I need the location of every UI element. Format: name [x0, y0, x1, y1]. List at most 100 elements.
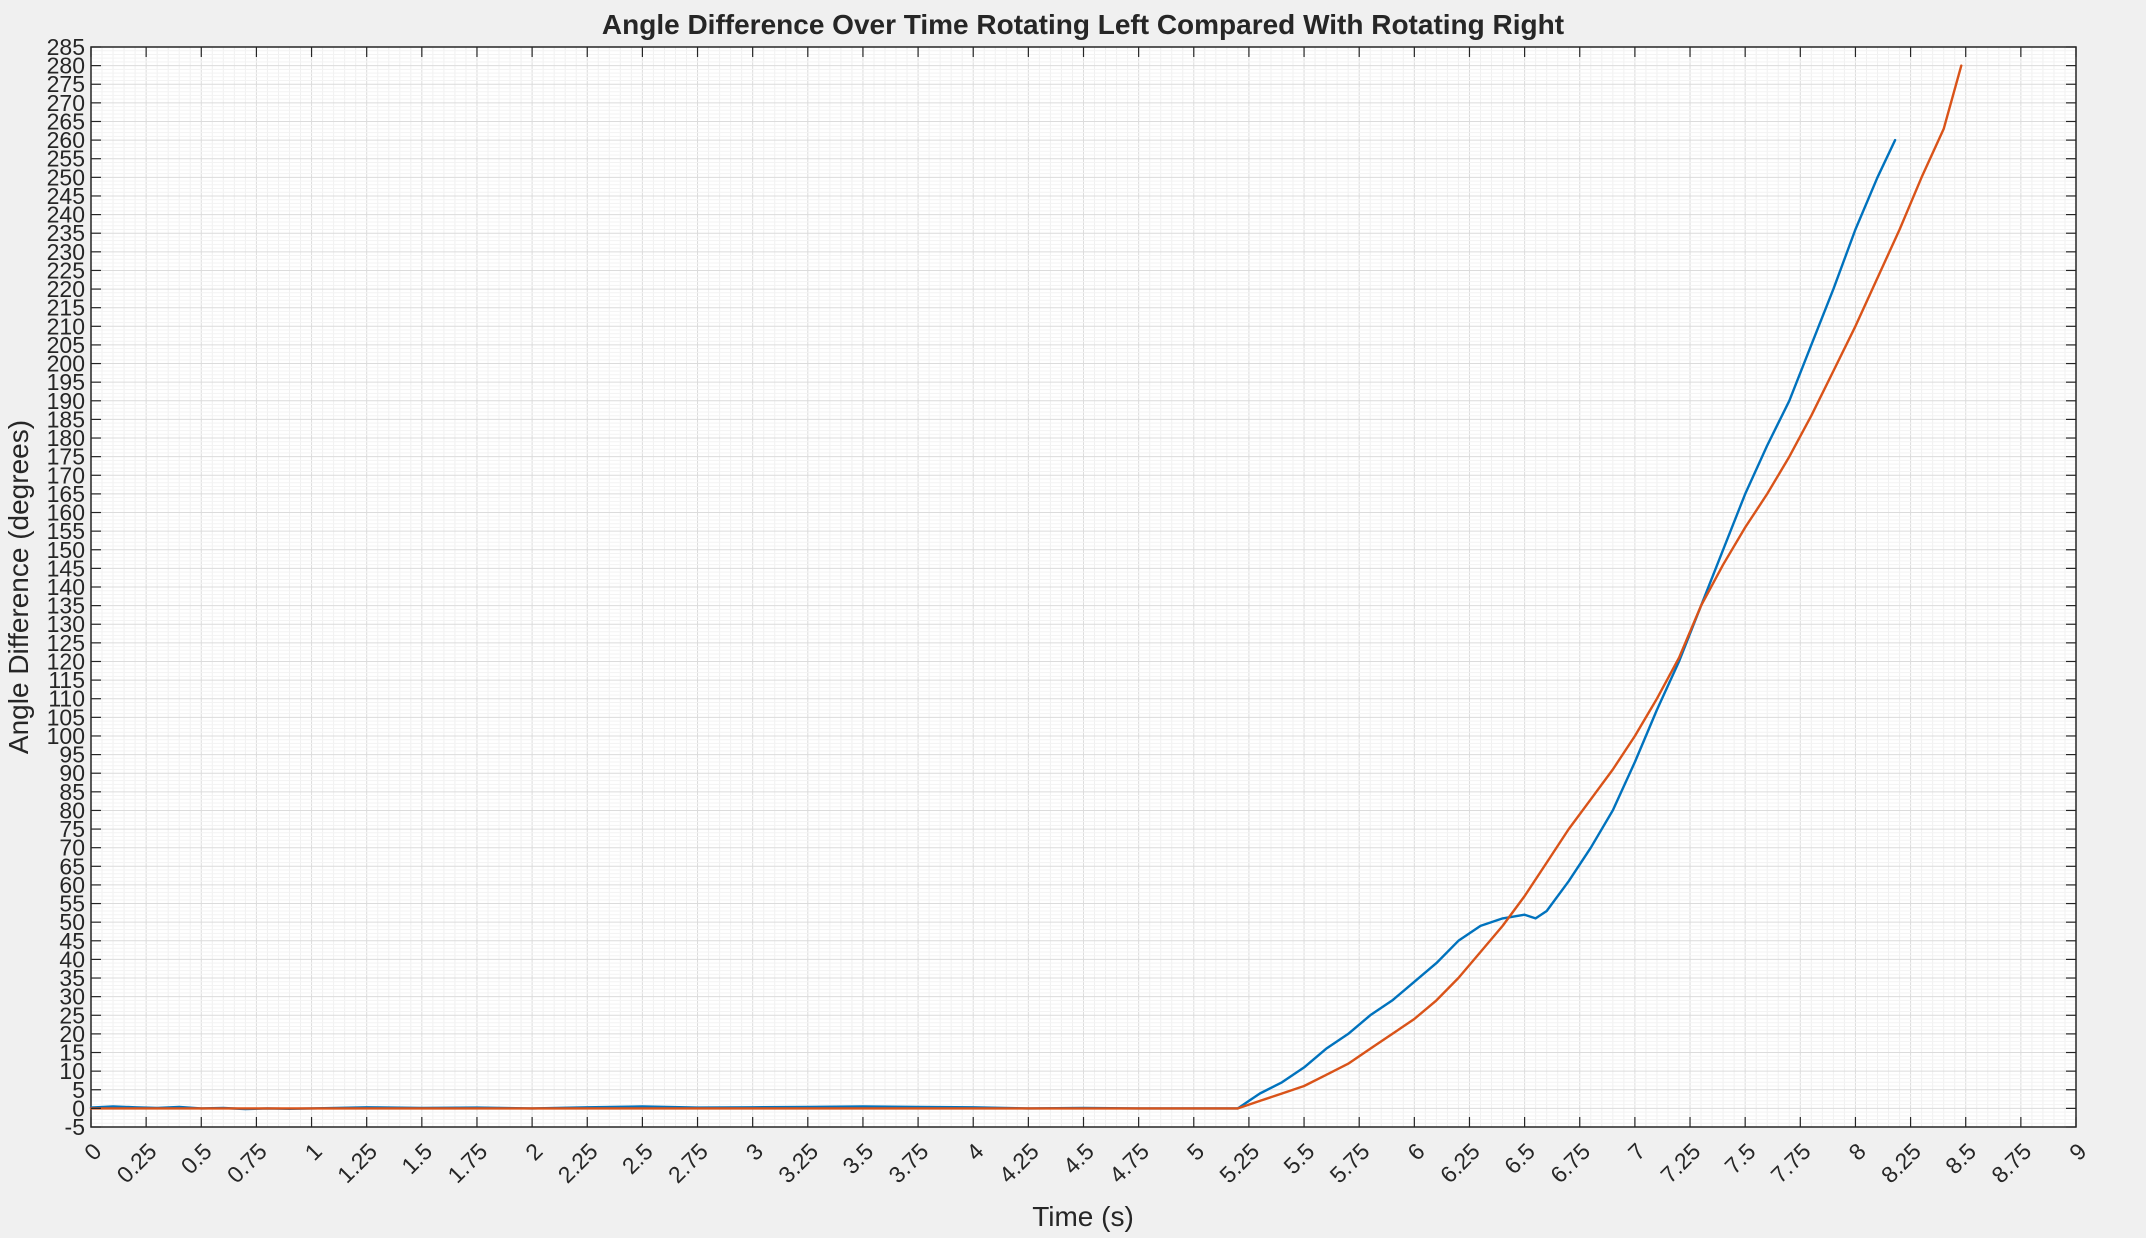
y-tick-label: 250: [47, 164, 85, 190]
x-tick-label: 3.5: [837, 1138, 878, 1179]
series-1-point: [1480, 925, 1482, 927]
series-1-point: [1546, 910, 1548, 912]
series-2-point: [1744, 527, 1746, 529]
series-1-point: [1811, 344, 1813, 346]
y-tick-label: 260: [47, 127, 85, 153]
series-2-point: [1833, 370, 1835, 372]
x-tick-label: 4.5: [1058, 1138, 1099, 1179]
x-tick-label: 0: [79, 1138, 106, 1165]
series-2-point: [1678, 657, 1680, 659]
series-1-point: [1833, 288, 1835, 290]
y-tick-label: 10: [59, 1058, 85, 1084]
x-tick-label: 8.5: [1940, 1138, 1981, 1179]
y-tick-label: 90: [59, 760, 85, 786]
series-1-point: [1436, 962, 1438, 964]
x-tick-label: 3.25: [773, 1138, 823, 1188]
x-tick-label: 6.5: [1499, 1138, 1540, 1179]
series-2-point: [421, 1108, 423, 1110]
series-2-point: [1259, 1100, 1261, 1102]
series-1-point: [1414, 981, 1416, 983]
series-1-point: [1248, 1100, 1250, 1102]
series-2-point: [1612, 769, 1614, 771]
series-2-point: [476, 1108, 478, 1110]
series-2-point: [862, 1108, 864, 1110]
x-axis-label: Time (s): [1032, 1201, 1134, 1232]
series-1-point: [1722, 549, 1724, 551]
y-tick-label: 25: [59, 1002, 85, 1028]
y-tick-label: 160: [47, 500, 85, 526]
series-2-point: [1303, 1085, 1305, 1087]
y-tick-label: 205: [47, 332, 85, 358]
y-tick-label: 275: [47, 71, 85, 97]
series-1-point: [1634, 761, 1636, 763]
series-1-point: [1788, 400, 1790, 402]
x-tick-label: 1.5: [396, 1138, 437, 1179]
x-tick-label: 8: [1843, 1138, 1870, 1165]
x-tick-label: 4.25: [994, 1138, 1044, 1188]
x-tick-label: 7: [1623, 1138, 1650, 1165]
y-tick-label: 130: [47, 611, 85, 637]
y-tick-label: 280: [47, 53, 85, 79]
y-axis-label: Angle Difference (degrees): [3, 420, 34, 754]
series-1-point: [1656, 709, 1658, 711]
series-layer: [89, 64, 1963, 1111]
series-2-point: [1028, 1108, 1030, 1110]
series-1-point: [1502, 918, 1504, 920]
x-tick-label: 7.75: [1766, 1138, 1816, 1188]
series-1-point: [1590, 847, 1592, 849]
x-tick-label: 2.75: [663, 1138, 713, 1188]
y-tick-label: 35: [59, 965, 85, 991]
y-tick-label: 270: [47, 90, 85, 116]
y-tick-label: 210: [47, 313, 85, 339]
series-2-point: [1899, 229, 1901, 231]
y-tick-label: 95: [59, 742, 85, 768]
series-2-point: [1568, 828, 1570, 830]
series-1-point: [1391, 1000, 1393, 1002]
series-2-point: [1436, 1000, 1438, 1002]
series-1-point: [1458, 940, 1460, 942]
series-2-point: [752, 1108, 754, 1110]
y-tick-label: -5: [65, 1114, 85, 1140]
y-tick-label: 0: [72, 1095, 85, 1121]
series-2-point: [697, 1108, 699, 1110]
x-tick-label: 5.25: [1214, 1138, 1264, 1188]
series-1-point: [1303, 1067, 1305, 1069]
series-2-point: [642, 1108, 644, 1110]
y-tick-label: 225: [47, 257, 85, 283]
x-tick-label: 6: [1402, 1138, 1429, 1165]
series-1-point: [1855, 229, 1857, 231]
x-tick-label: 8.25: [1876, 1138, 1926, 1188]
x-tick-label: 1.75: [442, 1138, 492, 1188]
series-2-point: [1855, 326, 1857, 328]
y-tick-label: 45: [59, 928, 85, 954]
y-tick-label: 155: [47, 518, 85, 544]
series-2-line: [89, 64, 1963, 1110]
x-tick-label: 6.75: [1545, 1138, 1595, 1188]
series-2-point: [1943, 128, 1945, 130]
y-tick-label: 200: [47, 351, 85, 377]
series-1-point: [642, 1106, 644, 1108]
series-2-point: [1590, 798, 1592, 800]
series-2-point: [1524, 895, 1526, 897]
x-tick-label: 5: [1182, 1138, 1209, 1165]
y-tick-label: 255: [47, 146, 85, 172]
x-tick-label: 0.25: [112, 1138, 162, 1188]
y-tick-label: 215: [47, 295, 85, 321]
x-tick-label: 2: [520, 1138, 547, 1165]
series-2-point: [1480, 951, 1482, 953]
series-2-point: [1237, 1108, 1239, 1110]
series-1-point: [1325, 1048, 1327, 1050]
series-2-point: [1722, 564, 1724, 566]
x-tick-label: 2.5: [617, 1138, 658, 1179]
x-tick-label: 3.75: [883, 1138, 933, 1188]
x-tick-label: 2.25: [553, 1138, 603, 1188]
series-2-point: [1193, 1108, 1195, 1110]
series-2-point: [1325, 1074, 1327, 1076]
series-1-point: [1894, 139, 1896, 141]
series-2-point: [586, 1108, 588, 1110]
y-tick-label: 285: [47, 34, 85, 60]
series-2-point: [531, 1108, 533, 1110]
series-2-point: [1634, 735, 1636, 737]
y-tick-label: 135: [47, 593, 85, 619]
